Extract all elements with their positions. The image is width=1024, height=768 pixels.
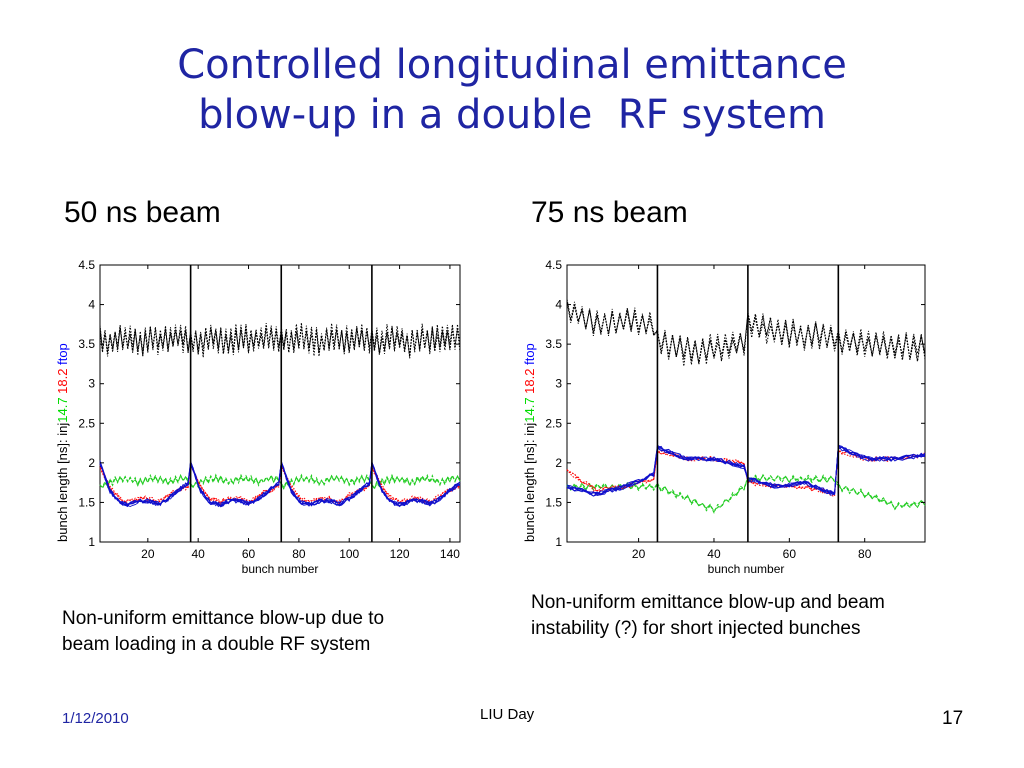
x-axis-label: bunch number xyxy=(708,562,785,576)
footer-page-number: 17 xyxy=(942,708,964,729)
left-caption-line-2: beam loading in a double RF system xyxy=(62,634,371,655)
x-tick-label: 20 xyxy=(141,547,155,561)
x-tick-label: 40 xyxy=(192,547,206,561)
series-inj-trace xyxy=(99,323,461,359)
y-axis-label-part: bunch length [ns]: inj xyxy=(522,423,537,542)
right-caption-line-1: Non-uniform emittance blow-up and beam xyxy=(531,592,885,613)
series-inj-trace xyxy=(566,299,926,365)
right-caption-line-2: instability (?) for short injected bunch… xyxy=(531,618,861,639)
x-tick-label: 100 xyxy=(339,547,359,561)
series-ftop-trace xyxy=(566,444,926,497)
x-tick-label: 140 xyxy=(440,547,460,561)
x-tick-label: 80 xyxy=(858,547,872,561)
y-axis-label-part: 18.2 xyxy=(522,369,537,398)
y-axis-label-part: 14.7 xyxy=(522,397,537,422)
y-axis-label-part: 14.7 xyxy=(55,397,70,422)
chart-75ns: 1 1.5 2 2.5 3 3.5 4 4.5 20 40 60 80 bunch number bunc… xyxy=(522,258,926,576)
x-tick-label: 80 xyxy=(292,547,306,561)
series-18.2-trace xyxy=(99,462,461,506)
x-axis-label: bunch number xyxy=(242,562,319,576)
y-tick-label: 3 xyxy=(88,377,95,391)
x-tick-label: 40 xyxy=(707,547,721,561)
y-tick-label: 3.5 xyxy=(78,337,95,351)
y-tick-label: 4.5 xyxy=(78,258,95,272)
plot-frame xyxy=(99,264,461,543)
y-tick-label: 2.5 xyxy=(78,416,95,430)
y-tick-label: 3.5 xyxy=(545,337,562,351)
y-axis-label-part: ftop xyxy=(55,343,70,368)
series-inj-trace xyxy=(566,301,926,367)
y-tick-label: 4 xyxy=(555,298,562,312)
right-heading: 75 ns beam xyxy=(531,196,688,229)
y-axis-label: bunch length [ns]: inj14.7 18.2 ftop xyxy=(522,343,537,542)
y-axis-label: bunch length [ns]: inj14.7 18.2 ftop xyxy=(55,343,70,542)
y-tick-label: 1.5 xyxy=(545,495,562,509)
x-tick-label: 60 xyxy=(783,547,797,561)
y-tick-label: 3 xyxy=(555,377,562,391)
y-axis-label-part: bunch length [ns]: inj xyxy=(55,423,70,542)
x-tick-label: 20 xyxy=(632,547,646,561)
y-tick-label: 1 xyxy=(88,535,95,549)
footer-date: 1/12/2010 xyxy=(62,710,129,727)
y-tick-label: 2 xyxy=(88,456,95,470)
left-caption: Non-uniform emittance blow-up due to bea… xyxy=(62,606,384,658)
y-tick-label: 4 xyxy=(88,298,95,312)
series-18.2-trace xyxy=(566,448,926,497)
left-caption-line-1: Non-uniform emittance blow-up due to xyxy=(62,608,385,629)
series-14.7-trace xyxy=(99,473,461,490)
y-tick-label: 2.5 xyxy=(545,416,562,430)
x-tick-label: 120 xyxy=(390,547,410,561)
chart-50ns: 1 1.5 2 2.5 3 3.5 4 4.5 20 40 60 80 100 120 140 bunch n… xyxy=(55,258,461,576)
x-tick-label: 60 xyxy=(242,547,256,561)
right-caption: Non-uniform emittance blow-up and beam i… xyxy=(531,590,885,642)
left-heading: 50 ns beam xyxy=(64,196,221,229)
y-tick-label: 2 xyxy=(555,456,562,470)
y-tick-label: 1 xyxy=(555,535,562,549)
slide-title: Controlled longitudinal emittance blow-u… xyxy=(0,40,1024,140)
series-ftop-trace xyxy=(99,461,461,508)
title-line-1: Controlled longitudinal emittance xyxy=(177,42,847,88)
y-axis-label-part: ftop xyxy=(522,343,537,368)
footer-center: LIU Day xyxy=(480,706,535,723)
y-axis-label-part: 18.2 xyxy=(55,369,70,398)
y-tick-label: 1.5 xyxy=(78,495,95,509)
plot-frame xyxy=(566,264,926,543)
series-inj-trace xyxy=(566,299,926,364)
y-tick-label: 4.5 xyxy=(545,258,562,272)
series-inj-trace xyxy=(99,323,461,357)
title-line-2: blow-up in a double RF system xyxy=(198,92,826,138)
